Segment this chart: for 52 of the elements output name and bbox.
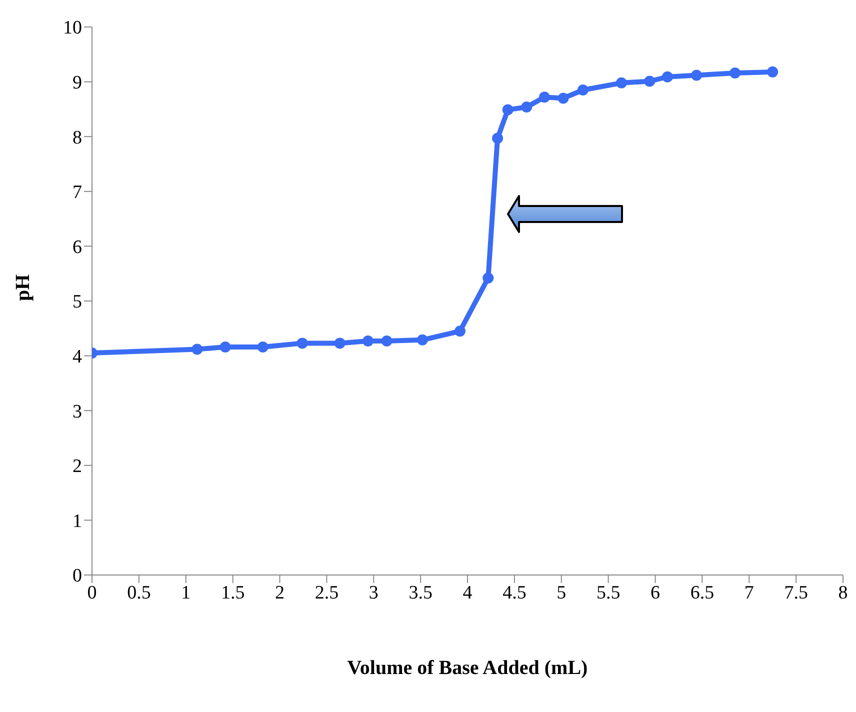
- point: [538, 92, 550, 103]
- point: [296, 338, 308, 349]
- y-tick-label: 10: [63, 18, 82, 39]
- y-tick-label: 6: [72, 236, 82, 258]
- x-axis-title: Volume of Base Added (mL): [347, 657, 588, 679]
- x-tick-label: 1: [181, 582, 191, 604]
- point: [192, 344, 203, 355]
- point: [492, 132, 504, 144]
- point: [577, 84, 588, 96]
- point: [454, 326, 466, 337]
- point: [616, 77, 627, 88]
- x-tick-label: 7: [744, 582, 754, 604]
- x-tick-label: 1.5: [220, 582, 245, 604]
- x-tick-label: 0.5: [127, 582, 151, 604]
- x-tick-label: 8: [838, 582, 848, 604]
- x-tick-label: 5: [556, 582, 566, 604]
- point: [691, 70, 702, 81]
- x-tick-label: 4.5: [502, 582, 526, 604]
- point: [558, 92, 569, 104]
- y-tick-label: 1: [72, 510, 82, 532]
- y-tick-label: 3: [72, 401, 82, 422]
- point: [521, 102, 532, 113]
- point: [662, 71, 673, 82]
- point: [381, 336, 392, 347]
- point: [257, 342, 268, 353]
- point: [482, 272, 494, 284]
- point: [362, 336, 374, 347]
- x-tick-label: 3: [368, 582, 378, 604]
- point: [220, 342, 231, 353]
- point: [767, 66, 778, 78]
- point: [730, 68, 741, 79]
- x-tick-label: 0: [87, 582, 97, 604]
- point: [334, 338, 346, 349]
- y-tick-label: 8: [72, 127, 82, 148]
- x-tick-label: 6.5: [690, 582, 714, 604]
- y-tick-label: 7: [72, 182, 82, 204]
- x-tick-label: 2: [275, 582, 284, 604]
- y-tick-label: 2: [72, 456, 82, 478]
- y-tick-label: 9: [72, 72, 82, 94]
- x-tick-label: 6: [650, 582, 660, 604]
- y-tick-label: 4: [72, 346, 82, 368]
- x-tick-label: 5.5: [596, 582, 620, 604]
- x-tick-label: 3.5: [408, 582, 432, 604]
- point: [502, 104, 514, 116]
- x-tick-label: 7.5: [784, 582, 808, 604]
- x-tick-label: 2.5: [314, 582, 339, 604]
- point: [416, 334, 428, 346]
- y-tick-label: 0: [72, 566, 82, 587]
- y-tick-label: 5: [72, 292, 82, 313]
- y-axis-title: pH: [12, 274, 34, 301]
- x-tick-label: 4: [462, 582, 473, 604]
- point: [644, 76, 656, 87]
